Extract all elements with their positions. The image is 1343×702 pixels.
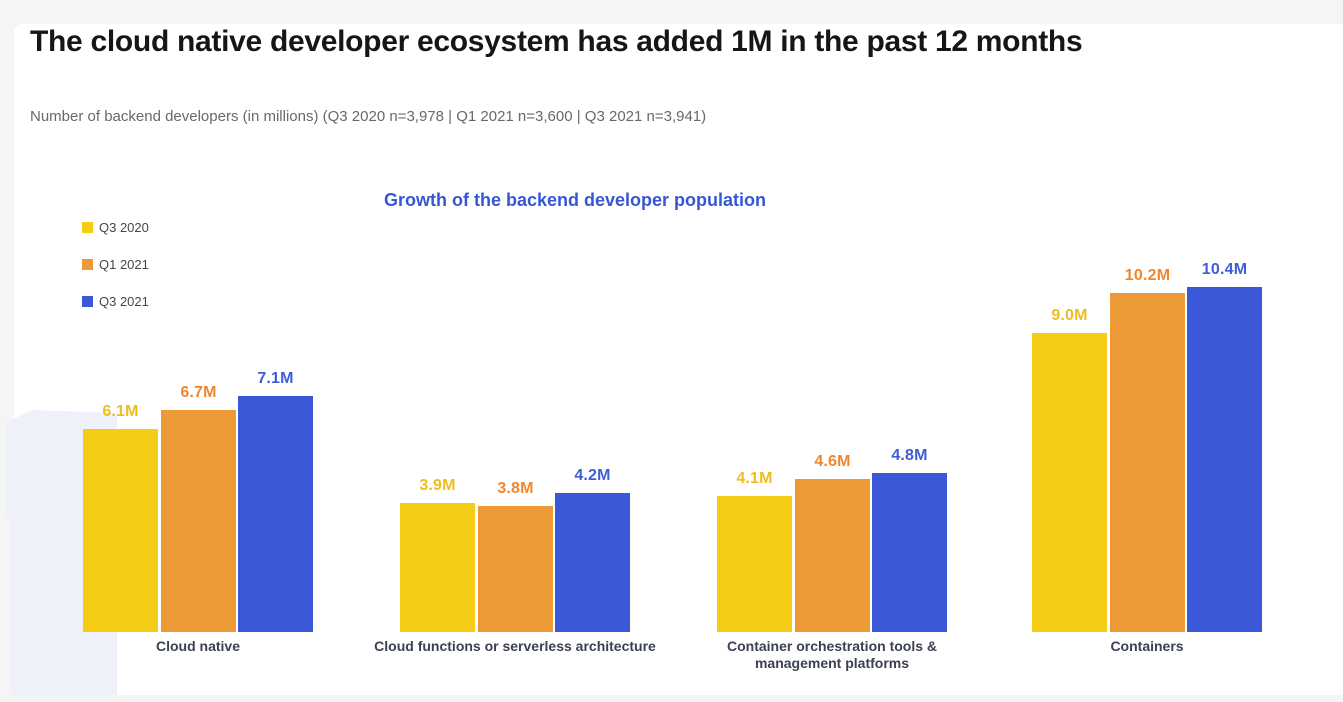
bar-q3-2020-cloud-native bbox=[83, 429, 158, 632]
value-label: 4.1M bbox=[736, 470, 773, 487]
legend-label: Q3 2021 bbox=[99, 293, 149, 309]
page-title: The cloud native developer ecosystem has… bbox=[30, 25, 1083, 58]
value-label: 3.8M bbox=[497, 480, 534, 497]
page-subtitle: Number of backend developers (in million… bbox=[30, 108, 707, 125]
legend-item-q1-2021: Q1 2021 bbox=[82, 256, 149, 272]
legend-label: Q1 2021 bbox=[99, 256, 149, 272]
chart-legend: Q3 2020 Q1 2021 Q3 2021 bbox=[82, 220, 149, 331]
value-label: 6.7M bbox=[180, 384, 217, 401]
category-label-container-orchestration-tools-management-platforms: Container orchestration tools & managemen… bbox=[726, 638, 938, 671]
bar-q3-2021-containers bbox=[1187, 287, 1262, 632]
bar-q3-2021-container-orchestration-tools-management-platforms bbox=[872, 473, 947, 632]
bar-q3-2020-cloud-functions-or-serverless-architecture bbox=[400, 503, 475, 632]
category-label-cloud-native: Cloud native bbox=[155, 638, 240, 654]
value-label: 4.2M bbox=[574, 467, 611, 484]
bar-q1-2021-cloud-native bbox=[161, 410, 236, 632]
value-label: 10.4M bbox=[1201, 261, 1248, 278]
chart-title: Growth of the backend developer populati… bbox=[383, 190, 767, 210]
bar-q3-2020-container-orchestration-tools-management-platforms bbox=[717, 496, 792, 632]
bar-q1-2021-container-orchestration-tools-management-platforms bbox=[795, 479, 870, 632]
bar-q1-2021-containers bbox=[1110, 293, 1185, 632]
value-label: 3.9M bbox=[419, 477, 456, 494]
value-label: 7.1M bbox=[257, 370, 294, 387]
legend-swatch-icon bbox=[82, 221, 93, 233]
legend-swatch-icon bbox=[82, 258, 93, 270]
legend-item-q3-2021: Q3 2021 bbox=[82, 293, 149, 309]
category-label-containers: Containers bbox=[1110, 638, 1184, 654]
legend-label: Q3 2020 bbox=[99, 219, 149, 235]
bar-q3-2020-containers bbox=[1032, 333, 1107, 632]
value-label: 4.8M bbox=[891, 447, 928, 464]
value-label: 9.0M bbox=[1051, 307, 1088, 324]
value-label: 6.1M bbox=[102, 403, 139, 420]
bar-q3-2021-cloud-functions-or-serverless-architecture bbox=[555, 493, 630, 632]
value-label: 10.2M bbox=[1124, 267, 1171, 284]
legend-item-q3-2020: Q3 2020 bbox=[82, 219, 149, 235]
legend-swatch-icon bbox=[82, 295, 93, 307]
bar-q1-2021-cloud-functions-or-serverless-architecture bbox=[478, 506, 553, 632]
category-label-cloud-functions-or-serverless-architecture: Cloud functions or serverless architectu… bbox=[374, 638, 656, 654]
value-label: 4.6M bbox=[814, 453, 851, 470]
bar-q3-2021-cloud-native bbox=[238, 396, 313, 632]
